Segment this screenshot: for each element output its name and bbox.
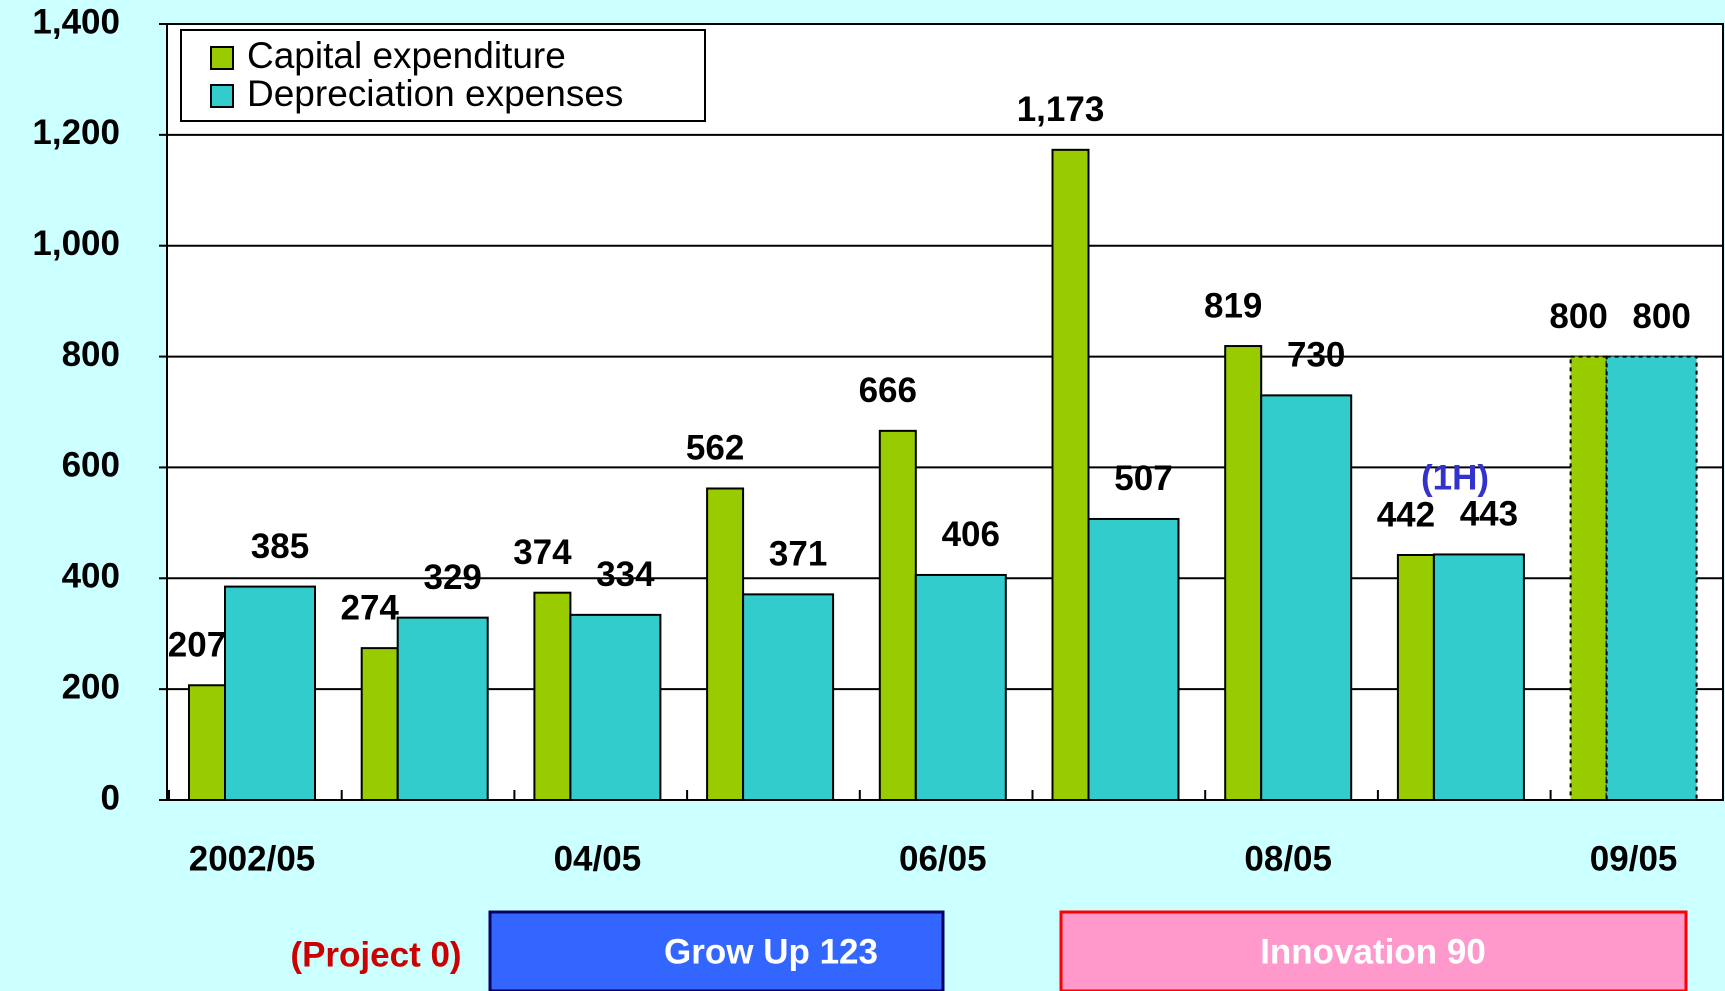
legend-swatch: [210, 84, 234, 108]
period-box: [1059, 910, 1688, 991]
data-label: 207: [168, 626, 226, 665]
y-tick-label: 200: [62, 667, 120, 706]
bar: [188, 684, 226, 802]
y-tick-label: 0: [101, 778, 120, 817]
data-label: 371: [769, 535, 827, 574]
bar: [1224, 345, 1263, 801]
x-tick-label: 06/05: [899, 839, 987, 878]
data-label: 443: [1460, 495, 1518, 534]
bar: [1569, 355, 1608, 801]
bar: [742, 593, 835, 801]
legend-swatch: [210, 46, 234, 70]
bar: [1051, 148, 1090, 801]
y-tick-label: 400: [62, 557, 120, 596]
bar: [914, 573, 1007, 802]
y-tick-label: 1,200: [32, 113, 120, 152]
x-tick-label: 09/05: [1590, 839, 1678, 878]
data-label: 1,173: [1017, 90, 1105, 129]
legend-label: Capital expenditure: [247, 35, 566, 76]
bar: [396, 616, 489, 802]
y-tick-label: 600: [62, 446, 120, 485]
bar: [1087, 517, 1180, 802]
data-label: 274: [340, 588, 399, 627]
data-label: 800: [1632, 297, 1690, 336]
bar: [1396, 554, 1435, 802]
bar: [878, 429, 917, 801]
bar: [1605, 355, 1698, 801]
y-tick-label: 800: [62, 335, 120, 374]
x-tick-label: 08/05: [1244, 839, 1332, 878]
period-label: (Project 0): [290, 935, 461, 974]
data-label: 406: [942, 515, 1000, 554]
bar: [1260, 394, 1353, 801]
data-label: 374: [513, 533, 572, 572]
bar: [706, 487, 745, 801]
data-label: 507: [1114, 459, 1172, 498]
legend: [180, 29, 706, 122]
bar: [533, 591, 572, 801]
y-tick-label: 1,000: [32, 224, 120, 263]
x-tick-label: 04/05: [554, 839, 642, 878]
period-label: Grow Up 123: [664, 932, 878, 971]
bar: [569, 613, 662, 802]
data-label: 334: [596, 555, 655, 594]
x-tick-label: 2002/05: [189, 839, 316, 878]
data-label: 819: [1204, 286, 1262, 325]
bars: [188, 148, 1698, 802]
period-box: [488, 910, 945, 991]
data-label: 562: [686, 429, 744, 468]
data-label: 329: [423, 558, 481, 597]
bar: [1432, 553, 1525, 801]
data-label: 730: [1287, 336, 1345, 375]
period-label: Innovation 90: [1260, 932, 1486, 971]
bar: [224, 585, 316, 801]
data-label: 442: [1377, 495, 1435, 534]
data-label: 800: [1549, 297, 1607, 336]
annotation: (1H): [1421, 458, 1489, 497]
bar: [360, 647, 399, 802]
data-label: 666: [859, 371, 917, 410]
data-label: 385: [251, 527, 309, 566]
legend-label: Depreciation expenses: [247, 73, 623, 114]
y-tick-label: 1,400: [32, 2, 120, 41]
